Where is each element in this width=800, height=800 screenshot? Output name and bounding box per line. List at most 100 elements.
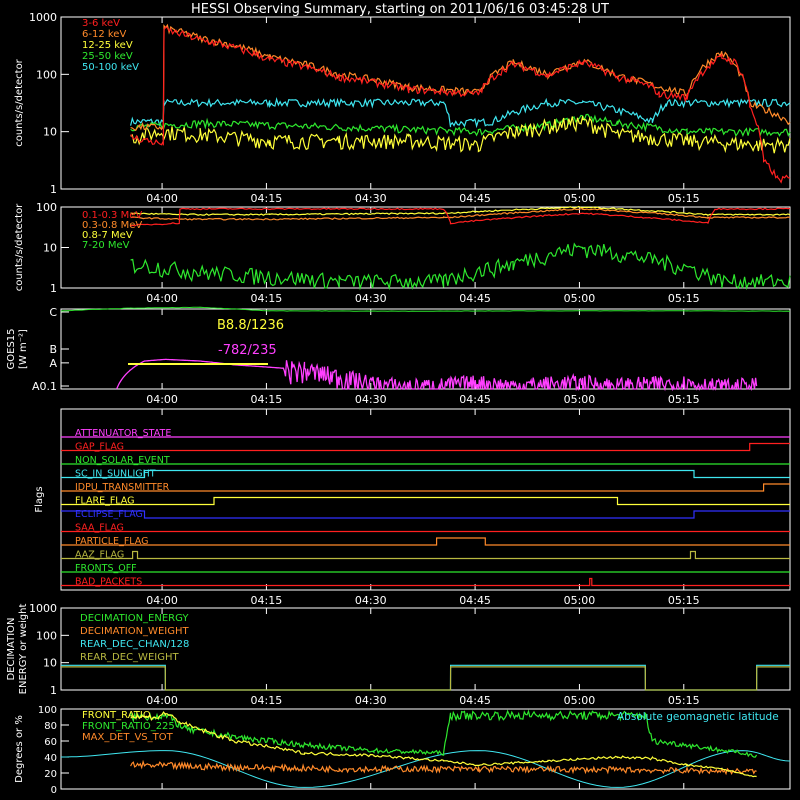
hxr-ytick-label: 100 <box>36 68 57 81</box>
gamma-legend-item: 0.8-7 MeV <box>82 230 133 241</box>
gamma-legend-item: 0.3-0.8 MeV <box>82 220 142 231</box>
flags-xtick-label: 04:15 <box>251 594 283 607</box>
decim-xtick-label: 04:15 <box>251 694 283 707</box>
decim-legend-item: REAR_DEC_WEIGHT <box>80 652 179 663</box>
flags-panel-frame <box>60 408 791 591</box>
flags-xtick-label: 04:30 <box>355 594 387 607</box>
gamma-xtick-label: 05:00 <box>564 292 596 305</box>
flag-label: NON_SOLAR_EVENT <box>75 455 170 466</box>
decim-series-1 <box>61 666 790 691</box>
hxr-legend-item: 12-25 keV <box>82 40 133 51</box>
flag-label: ECLIPSE_FLAG <box>75 509 143 520</box>
flag-label: SAA_FLAG <box>75 523 124 534</box>
ratio-ytick-label: 20 <box>44 769 57 780</box>
flag-label: GAP_FLAG <box>75 442 124 453</box>
goes-ylabel-units: [W m⁻²] <box>18 329 29 369</box>
goes-ytick-label: C <box>49 306 57 319</box>
gamma-xtick-label: 04:00 <box>146 292 178 305</box>
goes-long-series <box>60 306 791 312</box>
flag-line-aaz-flag <box>61 550 790 560</box>
hxr-series-3 <box>130 113 791 138</box>
gamma-xtick-label: 04:15 <box>251 292 283 305</box>
flag-label: IDPU_TRANSMITTER <box>75 482 170 493</box>
ratio-legend-item: MAX_DET_VS_TOT <box>82 732 174 743</box>
decim-ylabel2: ENERGY or weight <box>18 604 29 695</box>
flag-label: PARTICLE_FLAG <box>75 536 148 547</box>
hxr-ytick-label: 1 <box>50 183 57 196</box>
gamma-ytick-label: 100 <box>36 201 57 214</box>
ratio-panel-frame <box>60 708 791 790</box>
ratio-series-maxdet <box>130 759 757 776</box>
flag-line-gap-flag <box>61 442 790 452</box>
goes-ytick-label: A <box>49 357 57 370</box>
goes-xtick-label: 05:15 <box>668 393 700 406</box>
flag-line-bad-packets <box>61 577 790 587</box>
ratio-latitude-series <box>61 750 791 788</box>
hxr-series-2 <box>130 115 791 154</box>
hxr-xtick-label: 04:00 <box>146 192 178 205</box>
flag-label: AAZ_FLAG <box>75 550 124 561</box>
hxr-legend-item: 25-50 keV <box>82 51 133 62</box>
ratio-series-front <box>130 711 757 778</box>
decim-xtick-label: 04:00 <box>146 694 178 707</box>
hxr-xtick-label: 04:30 <box>355 192 387 205</box>
decim-ylabel: DECIMATION <box>6 617 17 680</box>
decim-ytick-label: 10 <box>43 657 57 670</box>
decim-xtick-label: 05:15 <box>668 694 700 707</box>
ratio-right-label: Absolute geomagnetic latitude <box>617 711 779 723</box>
gamma-series-2 <box>130 205 791 217</box>
decim-legend-item: DECIMATION_WEIGHT <box>80 626 189 637</box>
hxr-xtick-label: 04:45 <box>459 192 491 205</box>
goes-panel-frame <box>60 308 791 390</box>
goes-ytick-label: B <box>49 343 57 356</box>
gamma-ytick-label: 1 <box>50 282 57 295</box>
goes-xtick-label: 05:00 <box>564 393 596 406</box>
goes-xtick-label: 04:30 <box>355 393 387 406</box>
ratio-ylabel: Degrees or % <box>14 715 25 783</box>
gamma-ylabel: counts/s/detector <box>14 203 25 291</box>
hxr-ytick-label: 10 <box>43 126 57 139</box>
gamma-series-3 <box>130 242 791 291</box>
ratio-ytick-label: 100 <box>38 705 57 716</box>
decim-ytick-label: 100 <box>36 629 57 642</box>
hxr-ytick-label: 1000 <box>29 11 57 24</box>
decim-xtick-label: 04:45 <box>459 694 491 707</box>
goes-ytick-label: A0.1 <box>32 380 57 393</box>
flag-label: FRONTS_OFF <box>75 563 137 574</box>
decim-xtick-label: 05:00 <box>564 694 596 707</box>
goes-xtick-label: 04:00 <box>146 393 178 406</box>
ratio-ytick-label: 60 <box>44 737 57 748</box>
gamma-xtick-label: 04:45 <box>459 292 491 305</box>
ratio-legend-item: FRONT_RATIO_225 <box>82 721 175 732</box>
gamma-series-1 <box>130 207 791 221</box>
gamma-xtick-label: 04:30 <box>355 292 387 305</box>
flag-line-sc-in-sunlight <box>61 469 790 479</box>
decim-legend-item: DECIMATION_ENERGY <box>80 613 189 624</box>
plot-title: HESSI Observing Summary, starting on 201… <box>191 2 609 17</box>
flag-line-eclipse-flag <box>61 510 790 519</box>
flag-label: FLARE_FLAG <box>75 496 135 507</box>
goes-annotation-position: -782/235 <box>218 343 277 358</box>
hxr-xtick-label: 04:15 <box>251 192 283 205</box>
decim-series-0 <box>61 664 790 691</box>
hxr-legend-item: 6-12 keV <box>82 29 126 40</box>
decim-ytick-label: 1 <box>50 684 57 697</box>
flag-label: ATTENUATOR_STATE <box>75 428 171 439</box>
hxr-xtick-label: 05:15 <box>668 192 700 205</box>
ratio-ytick-label: 40 <box>44 753 57 764</box>
hxr-series-0 <box>130 26 791 184</box>
gamma-series-0 <box>130 207 791 227</box>
gamma-legend-item: 7-20 MeV <box>82 240 130 251</box>
goes-annotation-class: B8.8/1236 <box>217 318 284 333</box>
hxr-legend-item: 3-6 keV <box>82 18 120 29</box>
gamma-ytick-label: 10 <box>43 242 57 255</box>
flag-label: BAD_PACKETS <box>75 577 142 588</box>
flags-xtick-label: 04:45 <box>459 594 491 607</box>
hxr-xtick-label: 05:00 <box>564 192 596 205</box>
gamma-legend-item: 0.1-0.3 MeV <box>82 210 142 221</box>
goes-ylabel: GOES15 <box>6 328 17 369</box>
decim-xtick-label: 04:30 <box>355 694 387 707</box>
hxr-series-1 <box>130 23 791 132</box>
